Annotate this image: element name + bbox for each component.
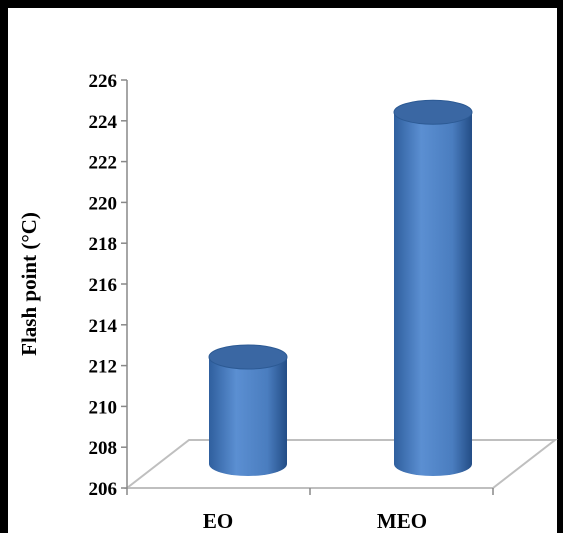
y-axis-title: Flash point (°C) [17,212,41,356]
bar-body [394,112,472,476]
y-tick-label: 216 [89,275,118,296]
chart-floor [124,439,558,489]
y-tick-label: 224 [89,112,118,133]
x-axis-labels: EO MEO [203,509,427,533]
x-axis-ticks [126,488,494,495]
x-tick-label: MEO [377,509,427,533]
y-tick-label: 212 [89,357,118,378]
y-tick-label: 226 [89,71,118,92]
y-tick-label: 210 [89,397,118,418]
bar-body [209,357,287,476]
y-tick-label: 214 [89,316,118,337]
y-tick-label: 206 [89,479,118,500]
y-tick-label: 208 [89,438,118,459]
y-tick-label: 218 [89,234,118,255]
y-axis-ticks: 206 208 210 212 214 216 218 220 222 224 226 [89,71,127,500]
x-tick-label: EO [203,509,233,533]
bar-eo [208,344,288,476]
y-tick-label: 220 [89,193,118,214]
y-tick-label: 222 [89,153,118,174]
bar-top [208,344,288,370]
bars [208,99,473,476]
bar-top [393,99,473,125]
bar-meo [393,99,473,476]
